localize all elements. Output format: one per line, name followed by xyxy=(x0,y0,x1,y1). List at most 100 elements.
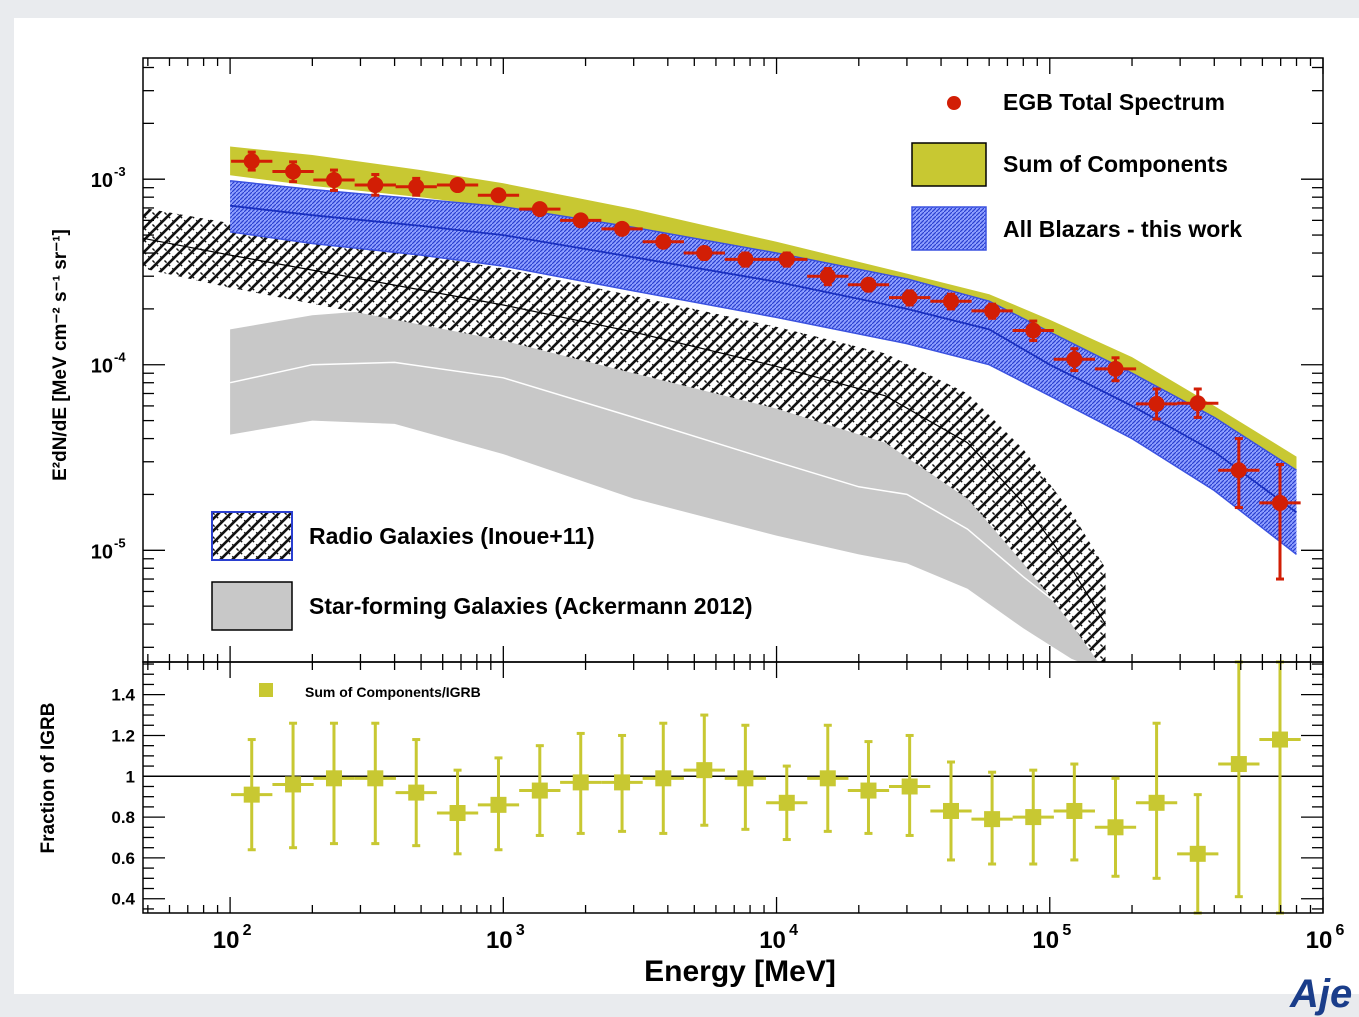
x-tick-label: 10 2 xyxy=(213,922,252,954)
egb-point xyxy=(449,177,466,194)
egb-point xyxy=(1148,395,1165,412)
egb-point xyxy=(819,268,836,285)
egb-point xyxy=(1025,322,1042,339)
radio-galaxies-band xyxy=(143,207,1106,662)
fraction-point xyxy=(408,784,425,801)
egb-point xyxy=(655,233,672,250)
egb-point xyxy=(614,220,631,237)
fraction-point xyxy=(655,770,672,787)
x-tick-label-base: 10 xyxy=(1306,927,1333,954)
y-tick-label-exp: -5 xyxy=(114,535,126,550)
fraction-point xyxy=(1148,794,1165,811)
x-tick-label-base: 10 xyxy=(1032,927,1059,954)
y-tick-label: 1 xyxy=(126,767,135,786)
fraction-point xyxy=(1230,756,1247,773)
legend-sfg-swatch xyxy=(211,581,293,631)
blazars-median-line xyxy=(229,204,1298,514)
egb-point xyxy=(1230,462,1247,479)
legend-sfg: Star-forming Galaxies (Ackermann 2012) xyxy=(211,581,753,631)
egb-point xyxy=(243,153,260,170)
legend-fraction-marker xyxy=(259,683,273,697)
y-tick-label: 1.4 xyxy=(111,686,135,705)
legend-egb-label: EGB Total Spectrum xyxy=(1003,89,1225,115)
legend-sfg-label: Star-forming Galaxies (Ackermann 2012) xyxy=(309,593,753,619)
blazars-lower-line xyxy=(229,231,1297,555)
sfg-median-line xyxy=(229,361,1106,643)
legend-egb: EGB Total Spectrum xyxy=(947,89,1225,115)
y-tick-label-exp: -4 xyxy=(114,350,126,365)
y-tick-label: 10 -3 xyxy=(91,164,126,192)
fraction-point xyxy=(737,770,754,787)
fraction-point xyxy=(325,770,342,787)
egb-point xyxy=(984,302,1001,319)
legend-blazars-label: All Blazars - this work xyxy=(1003,216,1242,242)
fraction-point xyxy=(367,770,384,787)
fraction-point xyxy=(984,811,1001,828)
egb-point xyxy=(901,289,918,306)
fraction-point xyxy=(696,762,713,779)
legend-radio: Radio Galaxies (Inoue+11) xyxy=(211,511,595,561)
egb-point xyxy=(408,178,425,195)
legend-egb-marker xyxy=(947,96,961,110)
fraction-point xyxy=(860,782,877,799)
legend-sum: Sum of Components xyxy=(911,142,1228,187)
x-tick-label: 10 5 xyxy=(1032,922,1071,954)
egb-point xyxy=(737,251,754,268)
x-tick-label: 10 4 xyxy=(759,922,798,954)
fraction-point xyxy=(778,794,795,811)
fraction-point xyxy=(490,796,507,813)
legend-fraction-label: Sum of Components/IGRB xyxy=(305,684,481,700)
legend-sum-swatch xyxy=(911,142,987,187)
x-tick-label: 10 6 xyxy=(1306,922,1345,954)
fraction-point xyxy=(819,770,836,787)
fraction-point xyxy=(942,802,959,819)
egb-point xyxy=(1066,351,1083,368)
y-tick-label-base: 10 xyxy=(91,170,113,192)
fraction-point xyxy=(614,774,631,791)
x-tick-label: 10 3 xyxy=(486,922,525,954)
sfg-band xyxy=(230,308,1106,662)
bottom-panel-frame xyxy=(142,661,1324,914)
fraction-point xyxy=(285,776,302,793)
fraction-point xyxy=(1107,819,1124,836)
legend-blazars-swatch xyxy=(911,206,987,251)
fraction-point xyxy=(1189,845,1206,862)
x-tick-label-exp: 5 xyxy=(1062,922,1071,939)
egb-point xyxy=(1271,494,1288,511)
y-tick-label: 10 -5 xyxy=(91,535,126,563)
egb-point xyxy=(490,187,507,204)
egb-point xyxy=(367,177,384,194)
legend-radio-swatch xyxy=(211,511,293,561)
x-tick-label-exp: 6 xyxy=(1336,922,1345,939)
fraction-point xyxy=(1025,809,1042,826)
x-tick-label-base: 10 xyxy=(213,927,240,954)
legend-blazars: All Blazars - this work xyxy=(911,206,1242,251)
fraction-point xyxy=(901,778,918,795)
egb-point xyxy=(942,293,959,310)
corner-text: Aje xyxy=(1289,972,1352,1016)
y-axis-label-top: E²dN/dE [MeV cm⁻² s⁻¹ sr⁻¹] xyxy=(50,229,71,481)
fraction-point xyxy=(243,786,260,803)
radio-galaxies-median-line xyxy=(143,237,1107,625)
y-tick-label: 1.2 xyxy=(111,726,135,745)
y-axis-label-bottom: Fraction of IGRB xyxy=(38,703,59,854)
fraction-point xyxy=(449,805,466,822)
legend-fraction: Sum of Components/IGRB xyxy=(259,683,481,700)
fraction-point xyxy=(1271,731,1288,748)
blazars-upper-line xyxy=(230,180,1297,471)
fraction-point xyxy=(531,782,548,799)
egb-point xyxy=(778,251,795,268)
fraction-point xyxy=(572,774,589,791)
y-tick-label-base: 10 xyxy=(91,356,113,378)
y-tick-label-base: 10 xyxy=(91,541,113,563)
y-tick-label-exp: -3 xyxy=(114,164,126,179)
egb-point xyxy=(1107,360,1124,377)
x-tick-label-exp: 3 xyxy=(516,922,525,939)
legend-radio-label: Radio Galaxies (Inoue+11) xyxy=(309,523,595,549)
y-tick-label: 0.6 xyxy=(111,849,135,868)
egb-point xyxy=(531,201,548,218)
egb-point xyxy=(860,276,877,293)
x-tick-label-exp: 4 xyxy=(789,922,798,939)
y-tick-label: 10 -4 xyxy=(91,350,127,378)
